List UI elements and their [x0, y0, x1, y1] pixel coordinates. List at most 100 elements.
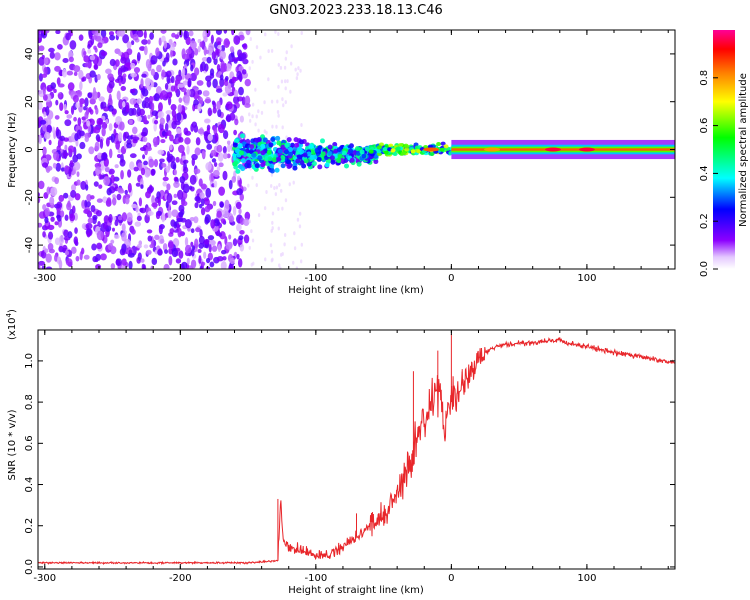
spectral-blob [180, 87, 187, 93]
spectral-blob [58, 259, 63, 269]
spectral-blob [171, 42, 176, 48]
spectral-blob [39, 119, 47, 125]
spectral-blob [66, 202, 72, 211]
spectral-blob [251, 59, 254, 64]
spectral-blob [108, 80, 115, 89]
spectral-blob [269, 163, 275, 169]
spectral-blob [120, 85, 127, 92]
spectral-blob [150, 55, 158, 65]
spectral-blob [140, 167, 146, 176]
spectral-blob [193, 168, 201, 174]
spectral-blob [197, 248, 202, 254]
spectral-blob [234, 118, 239, 126]
spectral-blob [217, 123, 225, 134]
spectral-blob [166, 151, 170, 158]
spectral-blob [164, 132, 168, 139]
spectral-blob [204, 214, 211, 224]
spectral-blob [242, 43, 248, 50]
spectral-blob [279, 188, 283, 193]
chart-title: GN03.2023.233.18.13.C46 [269, 3, 443, 18]
spectral-blob [228, 241, 233, 248]
spectral-blob [189, 185, 193, 190]
spectral-blob [80, 180, 87, 190]
spectral-blob [92, 214, 98, 221]
spectral-blob [126, 41, 132, 49]
spectral-blob [56, 77, 61, 86]
spectral-blob [191, 153, 198, 161]
spectral-blob [63, 192, 69, 199]
spectral-blob [117, 215, 123, 221]
x-tick-label: -200 [169, 273, 192, 284]
spectral-blob [111, 227, 115, 232]
spectral-blob [54, 221, 59, 226]
spectral-blob [165, 70, 172, 78]
spectral-blob [239, 72, 243, 83]
spectral-blob [300, 123, 303, 128]
spectral-blob [231, 57, 239, 62]
spectral-blob [183, 127, 189, 136]
spectral-blob [76, 171, 80, 177]
spectral-blob [151, 257, 158, 266]
spectral-blob [172, 163, 177, 171]
spectral-blob [98, 96, 105, 102]
spectral-blob [138, 197, 143, 207]
spectral-blob [50, 82, 57, 90]
spectral-blob [293, 246, 297, 251]
spectral-blob [137, 115, 142, 122]
spectral-blob [232, 205, 237, 216]
spectral-blob [224, 199, 230, 209]
spectral-blob [217, 41, 222, 46]
spectral-blob [157, 102, 163, 112]
spectral-blob [87, 92, 93, 99]
y-tick-label: -40 [24, 237, 35, 253]
spectral-blob [368, 149, 374, 154]
spectral-blob [91, 30, 96, 35]
y-tick-label: -20 [24, 189, 35, 205]
spectral-blob [79, 81, 83, 91]
spectral-blob [257, 213, 261, 218]
spectral-blob [260, 143, 266, 149]
spectral-blob [155, 47, 160, 57]
spectral-blob [186, 257, 190, 265]
spectral-blob [203, 130, 209, 137]
spectral-blob [262, 137, 268, 143]
spectral-blob [181, 261, 188, 269]
spectral-blob [232, 238, 238, 247]
spectral-blob [166, 193, 173, 203]
spectral-blob [126, 142, 133, 149]
spectral-blob [170, 103, 177, 111]
spectral-blob [167, 209, 172, 219]
spectral-blob [115, 140, 121, 150]
spectral-blob [276, 156, 282, 162]
spectral-blob [238, 86, 244, 96]
spectral-blob [83, 50, 87, 56]
spectral-blob [205, 266, 211, 269]
spectral-blob [171, 120, 177, 130]
spectral-blob [92, 86, 96, 97]
spectral-blob [245, 148, 251, 154]
spectral-blob [116, 30, 122, 37]
spectral-blob [142, 154, 146, 160]
spectral-blob [129, 153, 137, 159]
spectral-blob [277, 62, 281, 67]
spectral-blob [55, 99, 59, 106]
spectral-blob [108, 213, 113, 223]
spectral-blob [140, 258, 145, 263]
spectral-blob [254, 87, 257, 92]
spectral-blob [240, 52, 247, 60]
spectral-blob [143, 244, 149, 249]
spectral-blob [184, 219, 192, 229]
spectral-blob [429, 152, 435, 157]
spectral-blob [118, 132, 123, 142]
spectral-blob [184, 244, 192, 254]
spectral-blob [42, 204, 47, 211]
spectral-blob [264, 257, 267, 262]
spectral-blob [38, 56, 45, 66]
spectral-blob [260, 162, 266, 168]
spectral-blob [296, 72, 299, 77]
spectral-blob [251, 238, 255, 243]
spectral-blob [84, 135, 89, 143]
spectral-blob [184, 96, 190, 104]
spectral-blob [190, 123, 194, 132]
